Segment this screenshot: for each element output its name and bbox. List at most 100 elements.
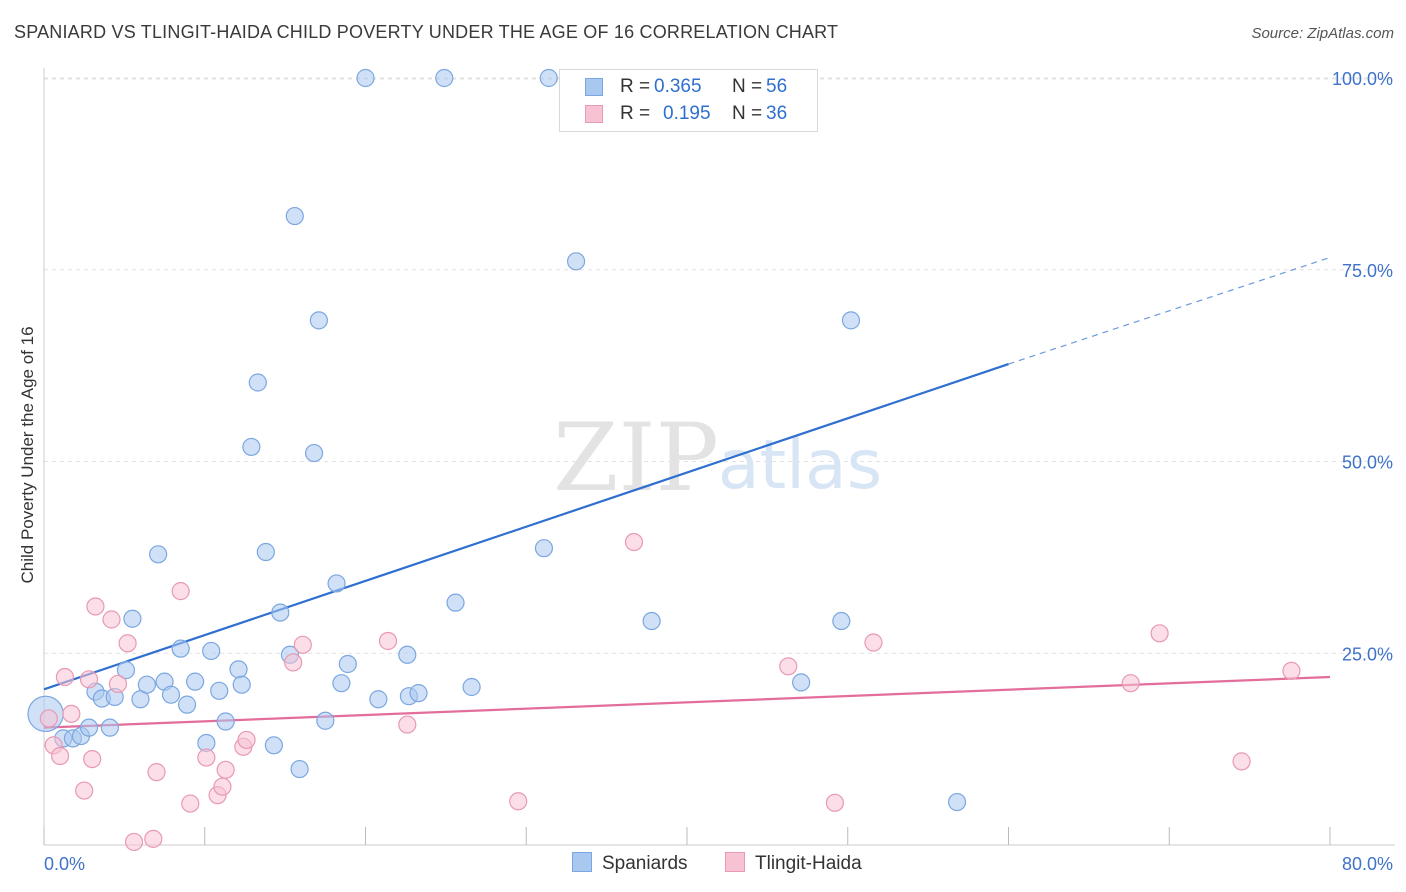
- bottom-legend-tlingit-haida: Tlingit-Haida: [725, 852, 862, 875]
- tlingit-haida-point: [864, 633, 883, 652]
- tlingit-haida-point: [83, 749, 102, 769]
- tlingit-haida-point: [79, 670, 99, 689]
- y-tick-label: 50.0%: [1342, 453, 1393, 473]
- tlingit-haida-point: [398, 715, 417, 734]
- trend-line-spaniards: [43, 363, 1009, 691]
- spaniards-point: [462, 677, 481, 697]
- spaniards-point: [539, 68, 558, 88]
- spaniards-point: [149, 545, 168, 564]
- legend-swatch-tlingit-haida: [585, 105, 603, 123]
- spaniards-point: [304, 443, 324, 463]
- spaniards-point: [409, 684, 428, 703]
- tlingit-haida-point: [1282, 661, 1301, 680]
- legend-r-label: R =: [620, 103, 651, 124]
- y-tick-label: 75.0%: [1342, 261, 1393, 281]
- spaniards-point: [248, 373, 267, 392]
- spaniards-point: [256, 542, 275, 562]
- spaniards-point: [161, 685, 181, 704]
- spaniards-point: [210, 681, 229, 700]
- spaniards-point: [216, 712, 235, 731]
- spaniards-point: [832, 611, 851, 631]
- x-tick-label: 0.0%: [44, 854, 85, 874]
- trend-line-extension: [1008, 256, 1331, 365]
- tlingit-haida-point: [171, 582, 190, 601]
- tlingit-haida-point: [1232, 752, 1251, 771]
- spaniards-point: [316, 711, 335, 730]
- legend-r-value: 0.365: [654, 76, 702, 97]
- legend-n-value: 36: [766, 103, 788, 124]
- spaniards-point: [841, 311, 861, 330]
- bottom-legend-swatch-tlingit-haida: [725, 852, 745, 872]
- trend-line-tlingit-haida: [43, 675, 1331, 729]
- spaniards-point: [534, 539, 554, 558]
- trend-lines: [43, 256, 1331, 729]
- spaniards-point: [242, 437, 261, 457]
- spaniards-point: [100, 718, 120, 737]
- chart-title: SPANIARD VS TLINGIT-HAIDA CHILD POVERTY …: [14, 22, 839, 42]
- bottom-legend-spaniards: Spaniards: [572, 852, 688, 875]
- x-tick-label: 80.0%: [1342, 854, 1393, 874]
- spaniards-point: [327, 574, 346, 593]
- spaniards-point: [792, 673, 811, 692]
- spaniards-point: [446, 593, 465, 612]
- tlingit-haida-point: [102, 610, 121, 629]
- legend-swatch-spaniards: [585, 78, 603, 96]
- tlingit-haida-point: [39, 709, 58, 728]
- watermark-atlas: atlas: [718, 426, 882, 505]
- tlingit-haida-point: [50, 746, 70, 766]
- y-tick-label: 25.0%: [1342, 644, 1393, 664]
- spaniards-point: [171, 639, 190, 658]
- legend-n-label: N =: [732, 76, 763, 97]
- tlingit-haida-point: [55, 667, 74, 687]
- spaniards-point: [369, 690, 388, 709]
- tlingit-haida-point: [62, 704, 81, 723]
- spaniards-point: [79, 718, 99, 737]
- spaniards-point: [309, 311, 328, 330]
- bottom-legend-label: Spaniards: [602, 853, 688, 874]
- spaniards-point: [947, 792, 967, 812]
- tlingit-haida-point: [108, 674, 128, 694]
- tlingit-haida-point: [1150, 624, 1169, 643]
- spaniards-point: [232, 675, 251, 694]
- spaniards-point: [186, 672, 205, 691]
- spaniards-point: [338, 654, 357, 674]
- spaniards-point: [271, 603, 290, 622]
- tlingit-haida-point: [293, 635, 312, 654]
- legend-n-label: N =: [732, 103, 763, 124]
- spaniards-point: [332, 674, 351, 693]
- y-tick-label: 100.0%: [1332, 69, 1393, 89]
- tlingit-haida-point: [237, 730, 256, 750]
- spaniards-point: [435, 68, 454, 88]
- data-points: [27, 68, 1301, 852]
- tlingit-haida-point: [378, 631, 398, 651]
- watermark-zip: ZIP: [553, 404, 719, 513]
- tlingit-haida-point: [147, 763, 166, 782]
- spaniards-point: [290, 759, 309, 779]
- tlingit-haida-point: [181, 794, 200, 813]
- tlingit-haida-point: [509, 792, 528, 811]
- spaniards-point: [285, 206, 304, 226]
- tlingit-haida-point: [1121, 674, 1140, 693]
- tlingit-haida-point: [197, 748, 216, 767]
- gridlines: [44, 77, 1395, 654]
- tick-labels: 25.0% 50.0% 75.0% 100.0% 0.0% 80.0%: [44, 69, 1393, 874]
- spaniards-point: [356, 68, 375, 88]
- legend-r-label: R =: [620, 76, 651, 97]
- watermark: ZIP atlas: [553, 404, 882, 513]
- y-axis-label: Child Poverty Under the Age of 16: [18, 326, 37, 584]
- legend-n-value: 56: [766, 76, 788, 97]
- tlingit-haida-point: [86, 597, 105, 616]
- tlingit-haida-point: [624, 532, 644, 552]
- tlingit-haida-point: [216, 760, 235, 779]
- spaniards-point: [566, 252, 586, 271]
- source-credit: Source: ZipAtlas.com: [1251, 25, 1394, 42]
- spaniards-point: [137, 675, 156, 694]
- legend-r-value: 0.195: [663, 103, 711, 124]
- tlingit-haida-point: [284, 653, 303, 672]
- tlingit-haida-point: [124, 832, 144, 852]
- spaniards-point: [229, 660, 248, 679]
- bottom-legend-swatch-spaniards: [572, 852, 592, 872]
- stats-legend: R = 0.365 N = 56 R = 0.195 N = 36: [559, 69, 818, 132]
- tlingit-haida-point: [75, 781, 94, 800]
